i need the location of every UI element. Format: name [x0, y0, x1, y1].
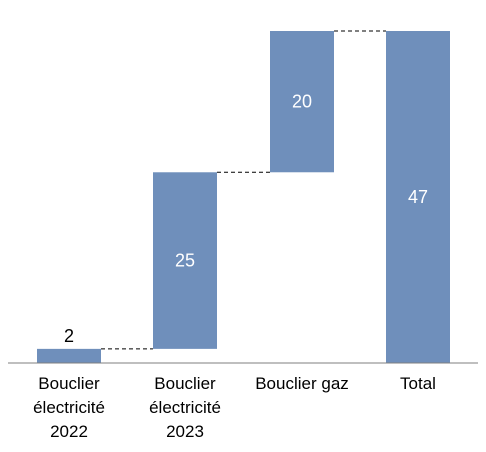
- data-label-0: 2: [64, 326, 74, 346]
- bar-0: [37, 348, 101, 363]
- x-tick-label-2: Bouclier gaz: [255, 374, 349, 393]
- x-tick-labels: Bouclier électricité 2022 Bouclier électrici…: [33, 374, 436, 441]
- bar-3: [386, 31, 450, 363]
- bar-2: [270, 31, 334, 173]
- data-label-2: 20: [292, 92, 312, 112]
- data-label-3: 47: [408, 187, 428, 207]
- bar-1: [153, 172, 217, 349]
- x-tick-label-3: Total: [400, 374, 436, 393]
- x-tick-label-0: Bouclier électricité 2022: [33, 374, 105, 441]
- connectors: [101, 30, 386, 350]
- data-label-1: 25: [175, 251, 195, 271]
- bars: [37, 31, 450, 363]
- data-labels: 2 25 20 47: [64, 92, 428, 346]
- x-tick-label-1: Bouclier électricité 2023: [149, 374, 221, 441]
